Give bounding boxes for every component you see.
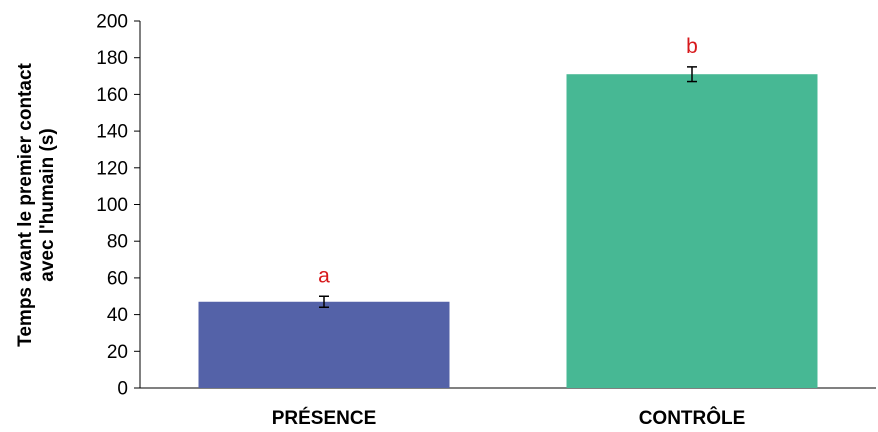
y-tick-label-4: 80 (107, 232, 128, 253)
category-label-0: PRÉSENCE (272, 407, 377, 429)
category-label-1: CONTRÔLE (639, 407, 746, 429)
y-axis-title: Temps avant le premier contact avec l'hu… (15, 62, 58, 346)
y-tick-label-8: 160 (96, 85, 128, 106)
y-tick-label-5: 100 (96, 195, 128, 216)
significance-label-0: a (318, 264, 330, 287)
y-tick-label-6: 120 (96, 158, 128, 179)
y-axis-title-line-2: avec l'humain (s) (37, 128, 58, 281)
y-tick-label-7: 140 (96, 122, 128, 143)
y-tick-label-3: 60 (107, 268, 128, 289)
y-tick-label-2: 40 (107, 305, 128, 326)
plot-area: 0 20 40 60 80 100 120 140 160 180 200 a PRÉSENCE b CON… (96, 12, 876, 429)
bar-0 (198, 301, 450, 388)
y-tick-label-9: 180 (96, 48, 128, 69)
y-tick-label-0: 0 (117, 379, 128, 400)
y-tick-label-10: 200 (96, 12, 128, 33)
bar-1 (566, 74, 818, 388)
significance-label-1: b (686, 35, 698, 58)
y-tick-label-1: 20 (107, 342, 128, 363)
y-axis-title-line-1: Temps avant le premier contact (15, 62, 36, 346)
